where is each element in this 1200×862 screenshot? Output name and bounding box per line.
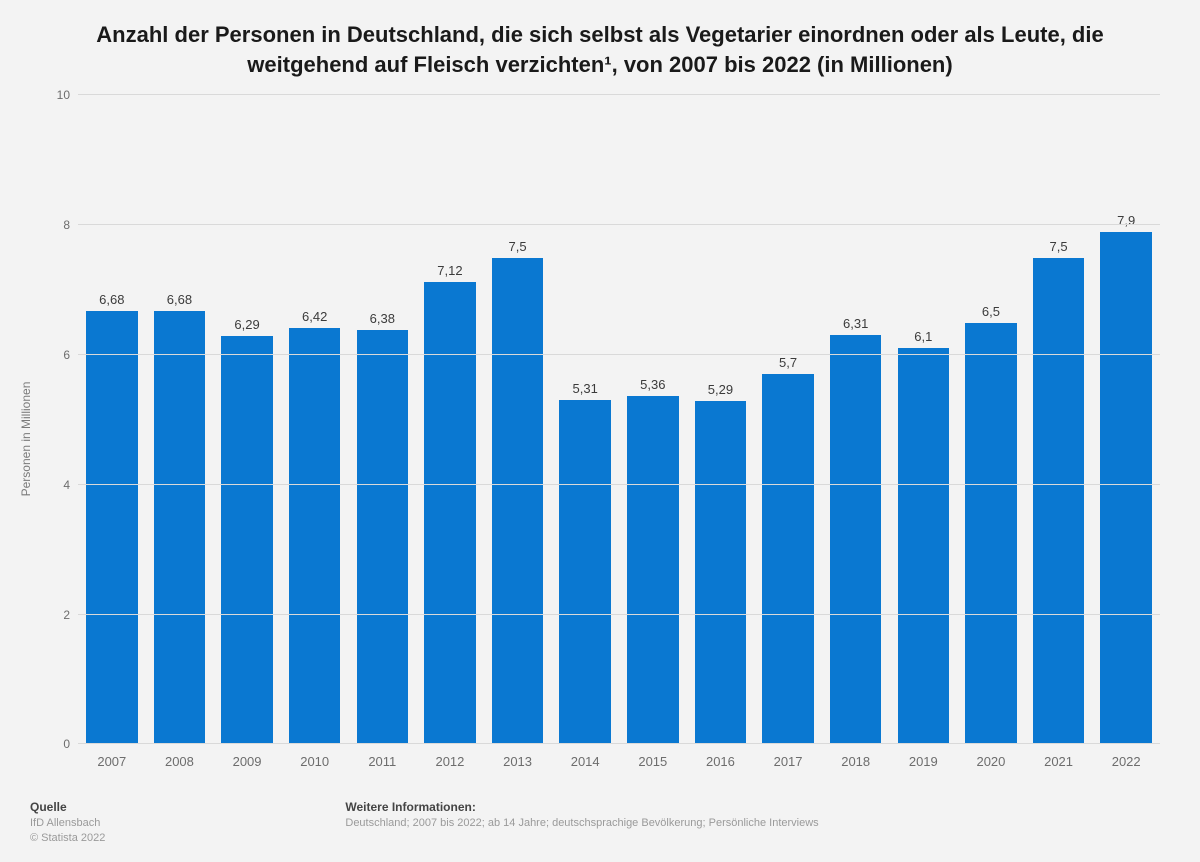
bar-value-label: 5,7: [779, 355, 797, 370]
x-tick-label: 2014: [551, 744, 619, 782]
x-tick-label: 2008: [146, 744, 214, 782]
bar-slot: 6,1: [890, 95, 958, 744]
bar: 6,42: [289, 328, 340, 745]
x-tick-label: 2017: [754, 744, 822, 782]
bar: 7,9: [1100, 232, 1151, 745]
x-tick-label: 2021: [1025, 744, 1093, 782]
source-block: Quelle IfD Allensbach © Statista 2022: [30, 800, 105, 846]
x-tick-label: 2011: [349, 744, 417, 782]
source-line-2: © Statista 2022: [30, 831, 105, 846]
gridline: [78, 484, 1160, 485]
bar: 6,38: [357, 330, 408, 744]
bar-slot: 7,9: [1092, 95, 1160, 744]
x-tick-label: 2010: [281, 744, 349, 782]
x-tick-label: 2020: [957, 744, 1025, 782]
x-tick-label: 2018: [822, 744, 890, 782]
bar-value-label: 5,36: [640, 377, 665, 392]
y-tick-label: 0: [63, 737, 70, 751]
bar-slot: 7,5: [1025, 95, 1093, 744]
bar-value-label: 5,29: [708, 382, 733, 397]
info-title: Weitere Informationen:: [345, 800, 1170, 814]
y-tick-label: 4: [63, 478, 70, 492]
bar-value-label: 6,68: [167, 292, 192, 307]
bar-slot: 5,7: [754, 95, 822, 744]
bar-value-label: 7,5: [1050, 239, 1068, 254]
y-axis-label: Personen in Millionen: [19, 381, 33, 496]
y-tick-label: 10: [57, 88, 70, 102]
bar-slot: 6,5: [957, 95, 1025, 744]
x-tick-label: 2007: [78, 744, 146, 782]
gridline: [78, 94, 1160, 95]
x-tick-label: 2013: [484, 744, 552, 782]
bar: 6,68: [154, 311, 205, 744]
x-tick-label: 2022: [1092, 744, 1160, 782]
bar: 5,36: [627, 396, 678, 744]
bar: 7,12: [424, 282, 475, 744]
bar-slot: 6,38: [349, 95, 417, 744]
bar-value-label: 6,68: [99, 292, 124, 307]
bar: 6,1: [898, 348, 949, 744]
x-tick-label: 2015: [619, 744, 687, 782]
gridline: [78, 614, 1160, 615]
bar-value-label: 6,5: [982, 304, 1000, 319]
bar: 6,68: [86, 311, 137, 744]
info-block: Weitere Informationen: Deutschland; 2007…: [145, 800, 1170, 846]
bar-slot: 5,36: [619, 95, 687, 744]
plot: 6,68 6,68 6,29 6,42 6,38 7,12 7,5 5,31 5,36 5,29 5…: [78, 95, 1160, 744]
bar-slot: 5,29: [687, 95, 755, 744]
chart-area: Personen in Millionen 6,686,686,296,426,…: [30, 95, 1170, 782]
y-tick-label: 6: [63, 348, 70, 362]
bar-slot: 6,42: [281, 95, 349, 744]
gridline: [78, 354, 1160, 355]
bar-value-label: 5,31: [573, 381, 598, 396]
bar-value-label: 6,1: [914, 329, 932, 344]
bar-value-label: 6,29: [234, 317, 259, 332]
bar: 7,5: [1033, 258, 1084, 745]
y-tick-label: 8: [63, 218, 70, 232]
bar-value-label: 6,42: [302, 309, 327, 324]
bar: 6,5: [965, 323, 1016, 745]
bar-value-label: 7,9: [1117, 213, 1135, 228]
bar-slot: 6,68: [146, 95, 214, 744]
footer: Quelle IfD Allensbach © Statista 2022 We…: [30, 782, 1170, 852]
bar-slot: 5,31: [551, 95, 619, 744]
bar: 5,31: [559, 400, 610, 745]
source-title: Quelle: [30, 800, 105, 814]
bar-slot: 7,5: [484, 95, 552, 744]
x-axis: 2007200820092010201120122013201420152016…: [78, 744, 1160, 782]
y-tick-label: 2: [63, 608, 70, 622]
x-tick-label: 2009: [213, 744, 281, 782]
bar-value-label: 6,31: [843, 316, 868, 331]
chart-title: Anzahl der Personen in Deutschland, die …: [30, 20, 1170, 89]
source-line-1: IfD Allensbach: [30, 816, 105, 831]
bar-slot: 7,12: [416, 95, 484, 744]
bar-value-label: 7,5: [509, 239, 527, 254]
bars-group: 6,68 6,68 6,29 6,42 6,38 7,12 7,5 5,31 5,36 5,29 5…: [78, 95, 1160, 744]
bar-slot: 6,29: [213, 95, 281, 744]
chart-container: Anzahl der Personen in Deutschland, die …: [0, 0, 1200, 862]
x-tick-label: 2012: [416, 744, 484, 782]
bar: 7,5: [492, 258, 543, 745]
bar: 5,29: [695, 401, 746, 744]
bar: 6,31: [830, 335, 881, 744]
bar-slot: 6,68: [78, 95, 146, 744]
bar-value-label: 6,38: [370, 311, 395, 326]
plot-region: 6,68 6,68 6,29 6,42 6,38 7,12 7,5 5,31 5,36 5,29 5…: [78, 95, 1160, 744]
bar-value-label: 7,12: [437, 263, 462, 278]
x-tick-label: 2019: [890, 744, 958, 782]
bar-slot: 6,31: [822, 95, 890, 744]
bar: 6,29: [221, 336, 272, 744]
info-line: Deutschland; 2007 bis 2022; ab 14 Jahre;…: [345, 816, 1170, 831]
x-tick-label: 2016: [687, 744, 755, 782]
bar: 5,7: [762, 374, 813, 744]
gridline: [78, 224, 1160, 225]
